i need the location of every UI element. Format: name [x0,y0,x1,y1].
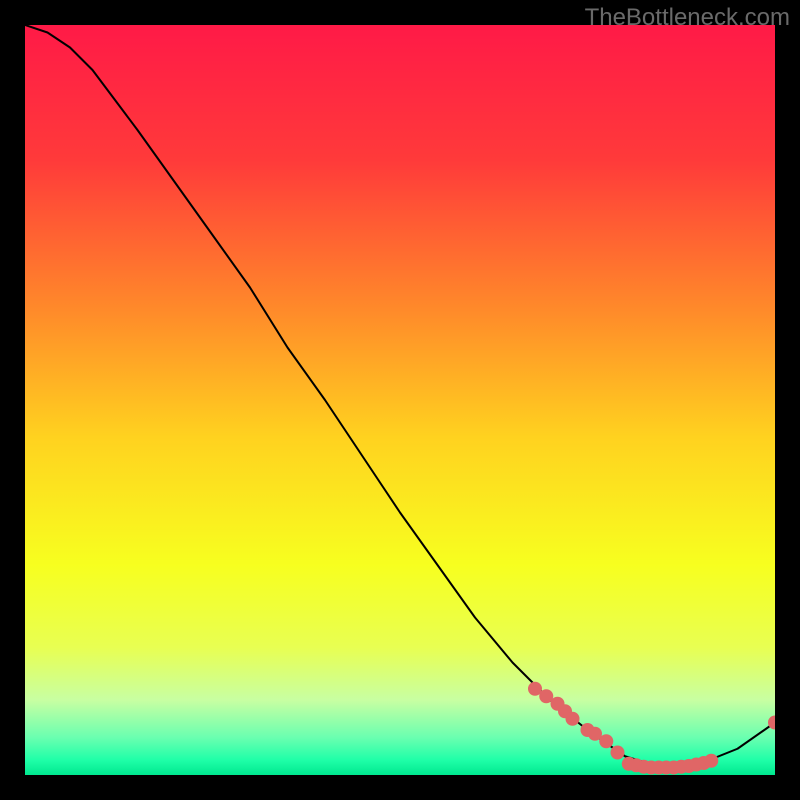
data-marker [704,754,718,768]
data-marker [599,734,613,748]
data-marker [611,746,625,760]
plot-area [25,25,775,775]
bottleneck-chart [25,25,775,775]
data-marker [566,712,580,726]
watermark-text: TheBottleneck.com [585,4,790,32]
gradient-background [25,25,775,775]
